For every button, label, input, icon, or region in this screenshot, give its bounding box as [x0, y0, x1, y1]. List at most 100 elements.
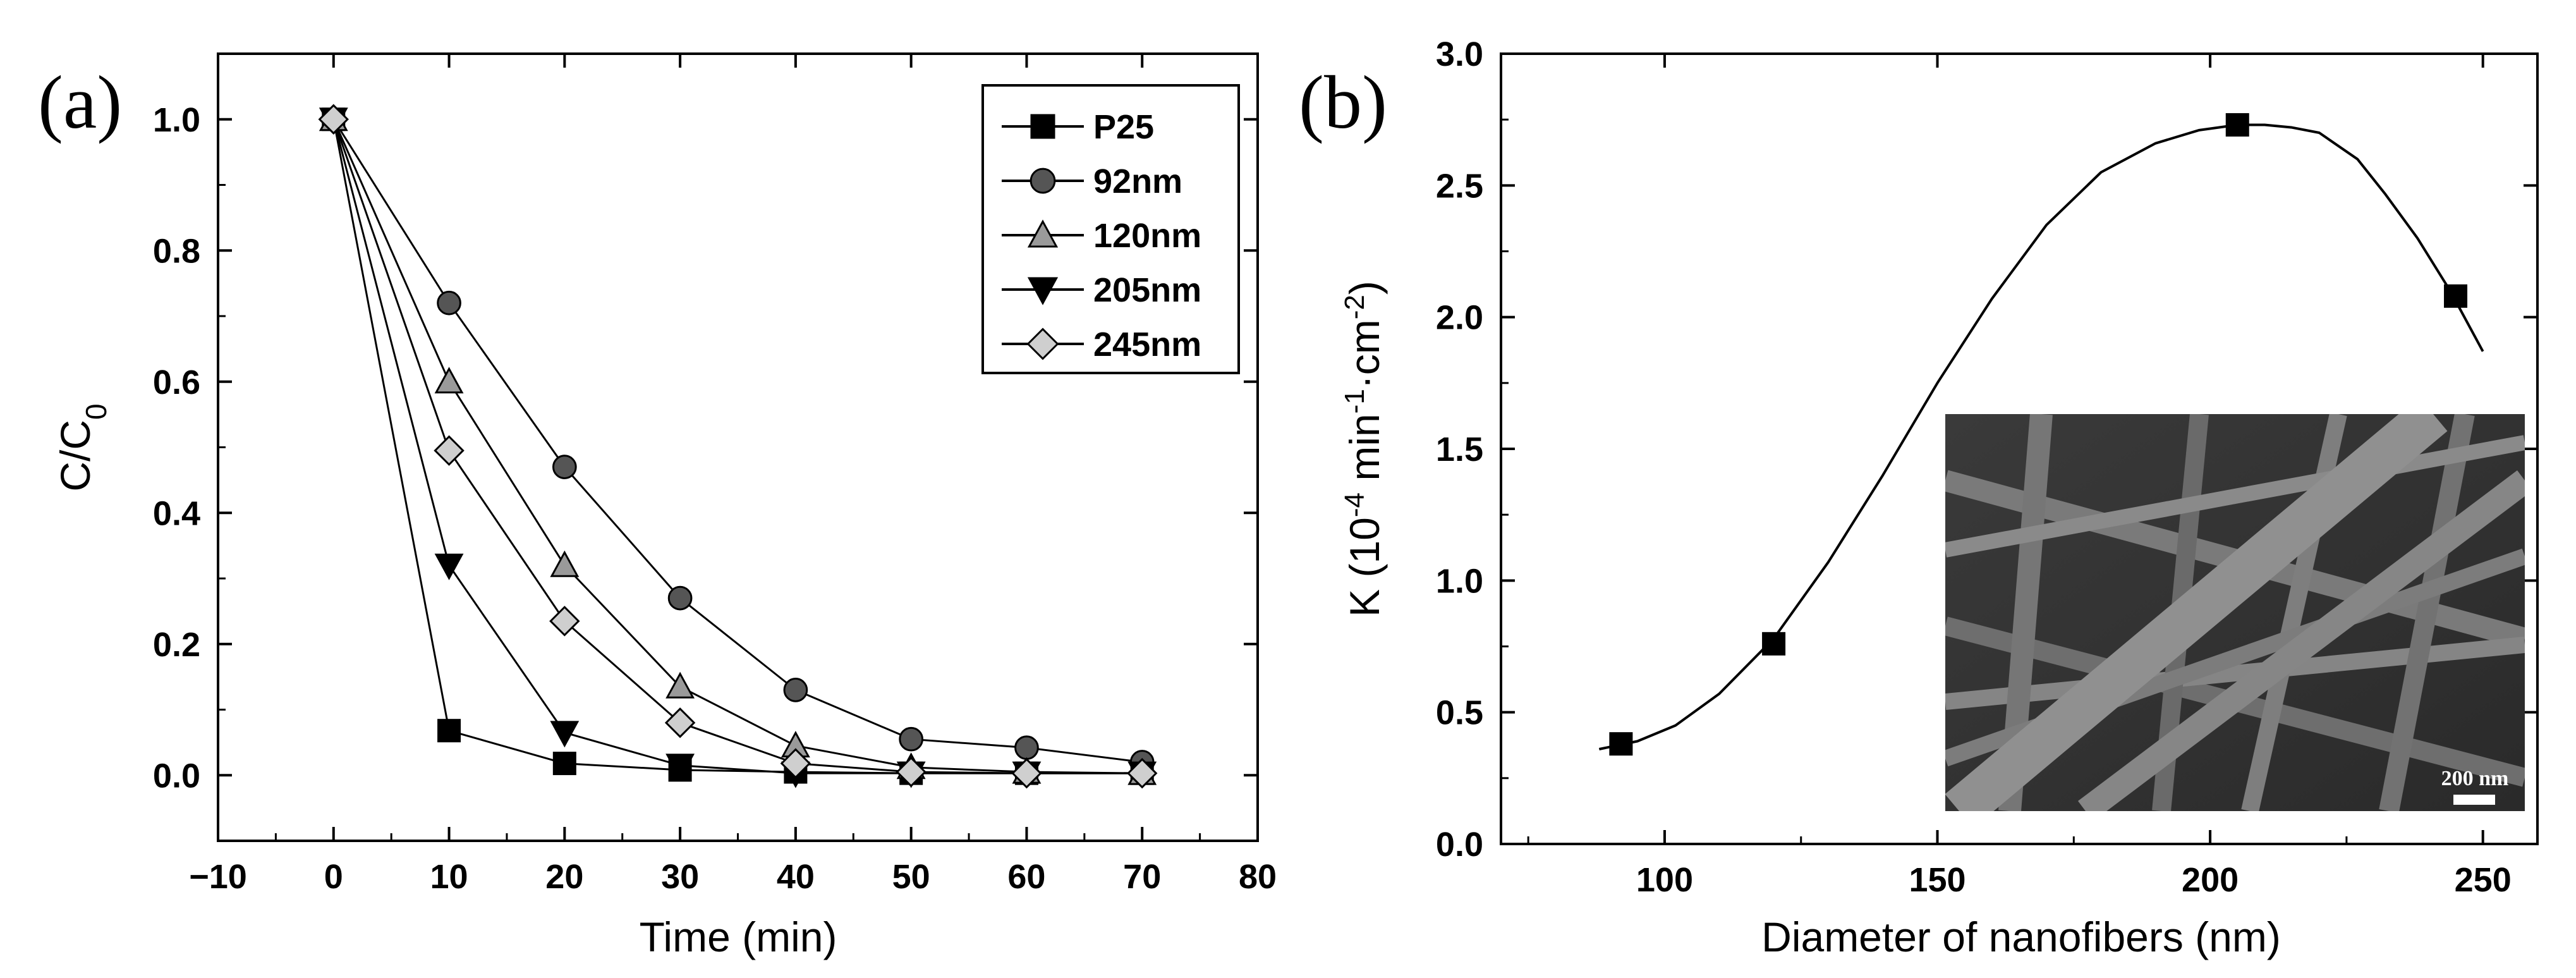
panel-b-series — [1598, 113, 2484, 756]
nanofibers — [1945, 414, 2525, 811]
y-title-subscript: 0 — [80, 403, 112, 420]
y-title-exponent: -4 — [1339, 492, 1370, 517]
data-point-92nm — [899, 726, 924, 752]
nanofiber — [2379, 414, 2475, 811]
legend-items: P25 92nm 120nm 205nm 245nm — [1002, 108, 1201, 364]
data-point-120nm — [434, 367, 464, 394]
data-point-92nm — [667, 585, 693, 611]
panel-a-series — [318, 104, 1158, 789]
x-tick-label: −10 — [189, 858, 247, 896]
x-tick-label: 150 — [1909, 861, 1965, 899]
panel-a-x-tick-labels: −10 0 10 20 30 40 50 60 70 80 — [189, 858, 1277, 896]
data-point-245nm — [318, 104, 349, 135]
panel-a-y-axis-title: C/C0 — [52, 403, 112, 491]
x-tick-label: 30 — [661, 858, 699, 896]
y-title-part: ·cm — [1341, 319, 1388, 389]
series-line — [332, 119, 1143, 774]
y-title-part: min — [1341, 413, 1388, 492]
y-tick-label: 0.2 — [153, 626, 200, 664]
legend-marker-92nm — [1030, 168, 1056, 194]
data-point-P25 — [437, 719, 461, 743]
data-point-92nm — [552, 455, 577, 479]
y-title-exponent: -2 — [1339, 295, 1370, 319]
panel-a-x-axis-title: Time (min) — [640, 914, 837, 960]
data-point-92nm — [783, 678, 808, 702]
data-point-245nm — [1011, 757, 1042, 789]
y-tick-label: 1.0 — [1436, 562, 1483, 600]
y-tick-label: 0.6 — [153, 364, 200, 401]
data-point-205nm — [550, 721, 580, 748]
x-tick-label: 0 — [324, 858, 343, 896]
y-title-main: C/C — [52, 420, 99, 492]
nanofiber — [2077, 470, 2525, 811]
y-tick-label: 0.5 — [1436, 694, 1483, 732]
data-point-92nm — [1014, 735, 1039, 761]
data-point-205nm — [434, 553, 464, 580]
panel-b-x-axis-title: Diameter of nanofibers (nm) — [1761, 914, 2281, 960]
scale-bar — [2453, 795, 2495, 805]
x-tick-label: 10 — [430, 858, 468, 896]
data-point — [1762, 632, 1786, 656]
x-tick-label: 20 — [545, 858, 583, 896]
y-tick-label: 0.0 — [1436, 826, 1483, 864]
panel-a-legend: P25 92nm 120nm 205nm 245nm — [981, 84, 1240, 374]
data-point-245nm — [549, 606, 580, 637]
data-point — [2225, 113, 2249, 137]
sem-inset-image: 200 nm — [1945, 414, 2525, 811]
x-tick-label: 250 — [2455, 861, 2512, 899]
data-point-120nm — [665, 671, 695, 699]
y-title-part: ) — [1341, 281, 1388, 295]
panel-b-y-tick-labels: 0.0 0.5 1.0 1.5 2.0 2.5 3.0 — [1436, 35, 1483, 864]
y-tick-label: 0.8 — [153, 232, 200, 270]
x-tick-label: 80 — [1239, 858, 1277, 896]
legend-label: 205nm — [1093, 271, 1201, 309]
panel-b-x-tick-labels: 100 150 200 250 — [1636, 861, 2512, 899]
y-tick-label: 0.4 — [153, 494, 200, 532]
panel-b-label: (b) — [1299, 60, 1387, 144]
data-point-245nm — [434, 435, 465, 466]
legend-marker-P25 — [1030, 114, 1055, 139]
series-line — [332, 119, 1143, 774]
x-tick-label: 60 — [1007, 858, 1045, 896]
data-point-92nm — [437, 290, 461, 315]
legend-label: 92nm — [1093, 162, 1182, 200]
series-245nm — [318, 104, 1158, 789]
data-point-245nm — [896, 756, 927, 788]
x-tick-label: 40 — [777, 858, 815, 896]
nanofiber — [1945, 435, 2525, 558]
x-tick-label: 50 — [892, 858, 930, 896]
legend-marker-245nm — [1026, 327, 1059, 360]
y-tick-label: 0.0 — [153, 757, 200, 795]
data-point-P25 — [552, 752, 576, 776]
data-point-120nm — [550, 550, 580, 577]
y-title-part: K (10 — [1341, 517, 1388, 617]
x-tick-label: 200 — [2182, 861, 2239, 899]
panel-a-y-tick-labels: 0.0 0.2 0.4 0.6 0.8 1.0 — [153, 101, 200, 795]
panel-b-ticks — [1501, 52, 2537, 845]
data-point-245nm — [780, 748, 811, 779]
data-point-245nm — [1127, 757, 1158, 789]
y-tick-label: 3.0 — [1436, 35, 1483, 73]
panel-a-ticks — [217, 54, 1259, 841]
y-tick-label: 1.0 — [153, 101, 200, 139]
legend-label: 245nm — [1093, 326, 1201, 364]
series-line — [332, 118, 1143, 763]
y-tick-label: 2.5 — [1436, 167, 1483, 205]
panel-b-chart: (b) 100 150 200 250 0.0 0.5 1.0 1.5 2.0 2.5 3.0 — [1299, 35, 2539, 960]
data-point — [1609, 732, 1633, 756]
panel-a-chart: (a) −10 0 10 20 30 40 50 60 70 80 0.0 0.2 0.4 0.6 0.8… — [38, 52, 1277, 960]
legend-label: 120nm — [1093, 217, 1201, 255]
legend-box — [981, 84, 1240, 374]
y-tick-label: 1.5 — [1436, 431, 1483, 468]
y-title-exponent: -1 — [1339, 389, 1370, 413]
legend-marker-120nm — [1027, 219, 1059, 248]
x-tick-label: 100 — [1636, 861, 1693, 899]
legend-label: P25 — [1093, 108, 1154, 146]
nanofiber-large — [1945, 414, 2448, 811]
panel-a-label: (a) — [38, 60, 122, 144]
panel-b-y-axis-title: K (10-4 min-1·cm-2) — [1339, 281, 1388, 617]
data-point-245nm — [664, 707, 696, 738]
data-point-205nm — [665, 754, 695, 781]
scale-bar-label: 200 nm — [2441, 767, 2509, 790]
